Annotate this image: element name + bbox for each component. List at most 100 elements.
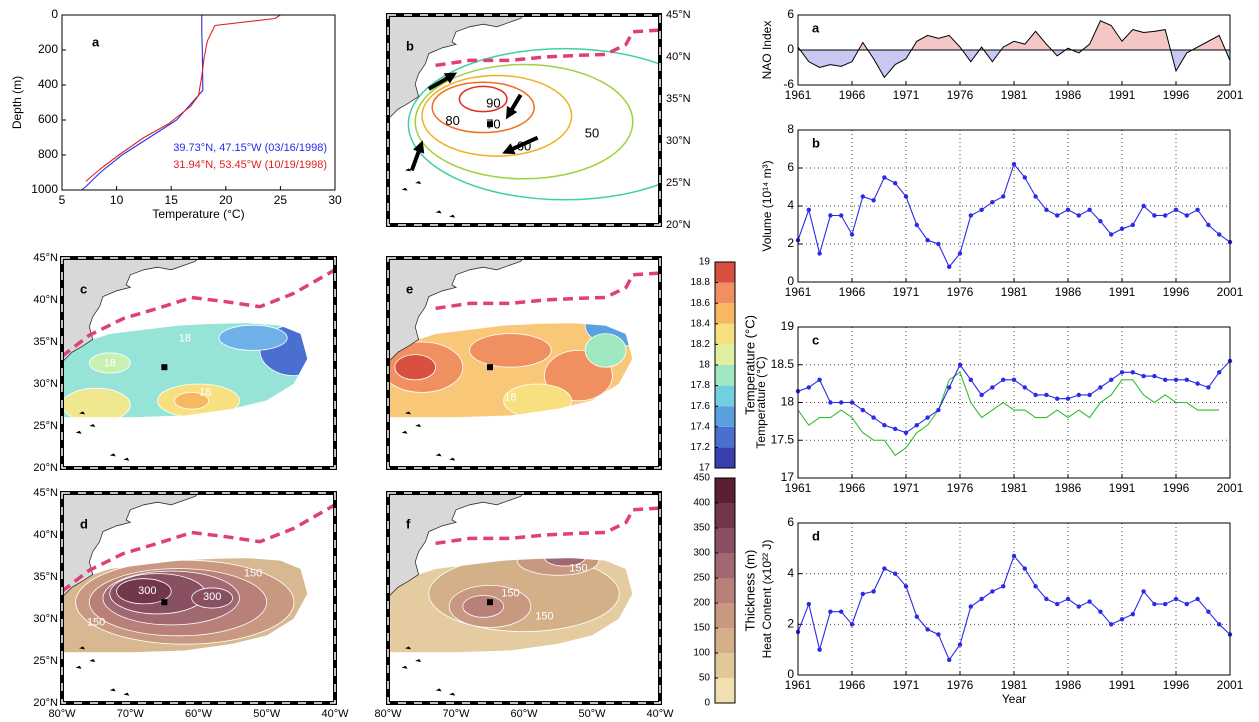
x-tick-label: 1976 [947,88,974,102]
field-patch [88,352,131,374]
contour-line [421,74,573,157]
map-field [62,557,308,653]
data-point [957,251,963,256]
x-tick-label: 2001 [1217,88,1244,102]
color-bin [715,365,735,386]
island [401,665,408,669]
lat-label: 25°N [33,420,58,432]
contour-label: 150 [535,610,553,622]
panel-label: c [80,281,87,296]
data-point [914,422,919,428]
colorbar-tick-label: 18.8 [691,277,711,288]
data-point [1130,612,1136,617]
data-point [1109,622,1114,627]
field-patch [191,587,234,609]
color-bin [715,426,735,448]
contour-label: 18 [504,391,516,403]
data-point [893,571,898,576]
data-point [1163,377,1168,383]
y-tick-label: 18.5 [771,357,795,371]
x-tick-label: 1991 [1109,678,1136,692]
data-point [1184,213,1190,218]
colorbar-label: Thickness (m) [742,550,757,632]
data-point [1195,381,1200,386]
island [405,646,411,650]
data-point [990,589,995,594]
island [109,453,116,457]
land [387,14,525,121]
data-point [806,601,811,607]
y-tick-label: 2 [787,617,794,631]
data-point [1173,377,1179,383]
station [487,364,493,371]
contour-label: 18 [179,333,191,345]
panel-label: d [812,528,820,543]
colorbar-tick-label: 100 [693,648,710,659]
data-point [882,422,887,428]
color-bin [715,603,735,628]
y-axis-label: Depth (m) [10,76,24,129]
x-tick-label: 1976 [947,285,974,299]
y-tick-label: 6 [787,7,794,21]
y-axis-label: NAO Index [760,21,774,80]
x-tick-label: 1961 [785,481,812,495]
data-point [903,584,909,589]
field-outline [61,557,309,653]
data-point [957,642,963,647]
series-line [81,15,204,191]
data-point [1206,222,1211,228]
data-point [979,392,984,398]
station [487,121,493,128]
colorbar-tick-label: 50 [699,673,711,684]
y-tick-label: 0 [787,274,794,288]
data-point [1119,370,1125,375]
lat-label: 40°N [33,294,58,306]
data-point [903,194,909,199]
colorbar-label: Temperature (°C) [742,315,757,415]
x-tick-label: 1971 [893,88,920,102]
data-point [1055,601,1060,607]
lat-label: 20°N [33,462,58,474]
plot-frame [61,14,336,191]
contour-label: 90 [486,95,500,110]
data-point [1098,219,1103,224]
x-tick-label: 1986 [1055,285,1082,299]
colorbar-tick-label: 18.6 [691,298,711,309]
map-frame-ticks [387,257,661,469]
data-point [893,181,898,186]
station [161,599,168,606]
flow-arrow [505,93,523,120]
island [401,430,408,434]
lat-label: 25°N [33,655,58,667]
field-outline [387,557,634,653]
contour-label: 70 [486,116,500,131]
data-point [968,213,973,218]
data-point [893,426,898,432]
data-point [1206,609,1211,614]
data-point [1055,213,1060,218]
data-point [1065,396,1071,401]
island [449,457,456,461]
plot-frame [797,522,1231,676]
x-tick-label: 2001 [1217,481,1244,495]
lon-label: 60°W [510,708,538,720]
data-point [1109,377,1114,383]
field-outline [387,322,634,418]
x-tick-label: 2001 [1217,678,1244,692]
panel-label: b [406,38,414,53]
data-point [1001,377,1006,383]
lon-label: 80°W [48,708,76,720]
field-patch [584,333,627,368]
contour-label: 150 [501,588,519,600]
colorbar-tick-label: 17.4 [691,421,711,432]
plot-frame [797,129,1231,283]
data-point [914,614,919,619]
data-point [968,604,973,609]
data-point [1022,566,1027,571]
color-bin [715,628,735,653]
data-point [1022,385,1027,390]
panel-label: b [812,135,820,150]
y-tick-label: -6 [783,77,794,91]
data-point [1141,589,1146,594]
lon-label: 70°W [442,708,470,720]
